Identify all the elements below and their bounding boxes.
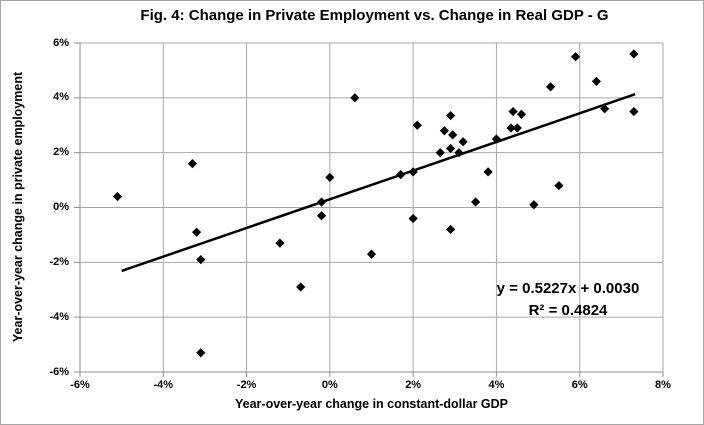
trend-line [121,93,636,273]
y-tick-label: 6% [53,36,69,49]
data-point-marker [196,254,206,265]
chart-title: Fig. 4: Change in Private Employment vs.… [140,7,609,24]
x-tick-label: 2% [405,379,422,391]
y-tick-label: 2% [53,146,69,159]
data-point-marker [296,282,306,292]
data-point-marker [483,167,493,177]
data-point-marker [396,170,406,180]
data-point-marker [516,109,527,119]
y-tick-label: -4% [49,310,69,323]
data-point-marker [446,224,456,235]
data-point-marker [350,93,360,103]
x-tick-label: 8% [655,379,671,391]
data-point-marker [508,106,518,117]
data-point-marker [529,200,539,210]
data-point-marker [629,49,639,59]
data-point-marker [408,167,418,177]
data-point-marker [545,82,556,92]
trendline-equation: y = 0.5227x + 0.0030 [496,280,640,297]
data-point-marker [600,104,610,114]
x-tick-label: 0% [321,379,338,391]
data-point-marker [446,111,456,121]
data-point-marker [325,172,335,182]
data-point-marker [454,148,464,158]
data-point-marker [446,143,456,154]
data-point-marker [554,180,564,191]
x-tick-label: 6% [571,379,588,391]
y-tick-label: -6% [49,365,69,378]
data-point-marker [458,137,468,147]
data-point-marker [491,134,502,144]
data-point-marker [570,52,581,62]
data-point-marker [512,123,522,133]
x-tick-label: -2% [236,379,257,391]
data-point-marker [412,120,422,130]
data-point-marker [471,197,481,207]
data-point-marker [192,227,202,237]
data-point-marker [629,106,639,117]
x-tick-label: 4% [488,379,505,391]
data-point-marker [408,213,418,224]
data-point-marker [448,130,458,140]
data-point-marker [435,148,445,158]
x-axis-title: Year-over-year change in constant-dollar… [235,397,508,411]
y-tick-label: 0% [53,201,69,213]
y-tick-label: 4% [53,91,69,104]
data-point-marker [366,249,377,259]
data-point-marker [196,348,206,358]
data-point-marker [506,123,516,133]
y-tick-label: -2% [49,255,69,268]
x-tick-label: -6% [70,379,90,391]
data-point-marker [439,126,449,136]
data-point-marker [275,238,285,248]
data-point-marker [316,211,327,221]
data-point-marker [112,191,123,202]
data-point-marker [316,197,327,207]
x-tick-label: -4% [153,379,174,391]
trendline-annotation: y = 0.5227x + 0.0030 R² = 0.4824 [457,278,679,322]
r-squared-label: R² = 0.4824 [528,302,608,319]
data-point-marker [591,76,601,86]
data-point-marker [187,159,198,169]
